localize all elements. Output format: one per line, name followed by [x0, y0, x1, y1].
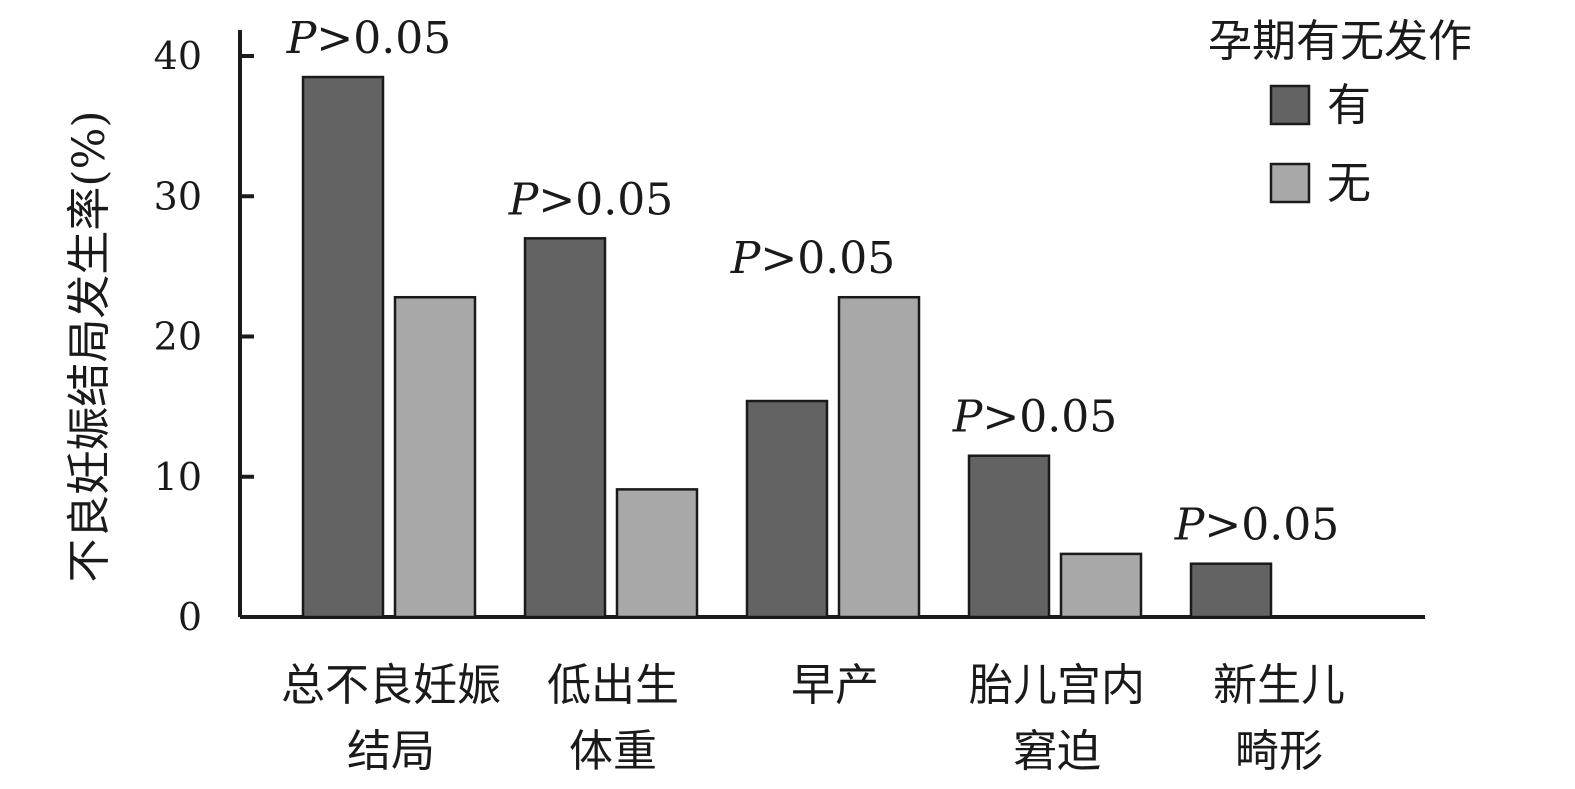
bar-without-seizure	[837, 295, 921, 619]
legend-label-without-seizure: 无	[1327, 158, 1371, 209]
y-axis: 0 10 20 30 40	[154, 30, 254, 639]
y-axis-title: 不良妊娠结局发生率(%)	[64, 110, 115, 582]
bar-without-seizure	[1059, 552, 1143, 619]
x-category-label: 新生儿畸形	[1213, 660, 1345, 777]
p-value-annotation: P>0.05	[1174, 500, 1339, 551]
bar-with-seizure	[1189, 562, 1273, 619]
x-category-label: 胎儿宫内窘迫	[969, 660, 1145, 777]
y-tick-label: 40	[154, 34, 202, 78]
bar-with-seizure	[523, 237, 607, 619]
p-value-annotation: P>0.05	[286, 13, 451, 64]
bar-without-seizure	[615, 488, 699, 619]
y-tick-label: 10	[154, 455, 202, 499]
legend-swatch-without-seizure	[1269, 162, 1311, 204]
legend-label-with-seizure: 有	[1327, 80, 1371, 131]
p-value-annotation: P>0.05	[730, 233, 895, 284]
y-tick-label: 30	[154, 174, 202, 218]
y-axis-label-group: 不良妊娠结局发生率(%)	[64, 110, 115, 582]
x-category-label: 总不良妊娠结局	[281, 660, 501, 777]
legend-swatch-with-seizure	[1269, 84, 1311, 126]
x-category-label: 低出生体重	[547, 660, 679, 777]
y-tick-label: 20	[154, 315, 202, 359]
p-value-annotation: P>0.05	[508, 174, 673, 225]
bar-with-seizure	[745, 399, 829, 619]
x-category-label: 早产	[791, 660, 879, 711]
bar-with-seizure	[967, 454, 1051, 619]
y-tick-label: 0	[178, 595, 202, 639]
annotations: P>0.05 P>0.05 P>0.05 P>0.05 P>0.05	[286, 13, 1339, 551]
bar-without-seizure	[393, 295, 477, 619]
bars	[301, 75, 1273, 619]
bar-with-seizure	[301, 75, 385, 619]
legend-title: 孕期有无发作	[1208, 16, 1472, 67]
p-value-annotation: P>0.05	[952, 392, 1117, 443]
